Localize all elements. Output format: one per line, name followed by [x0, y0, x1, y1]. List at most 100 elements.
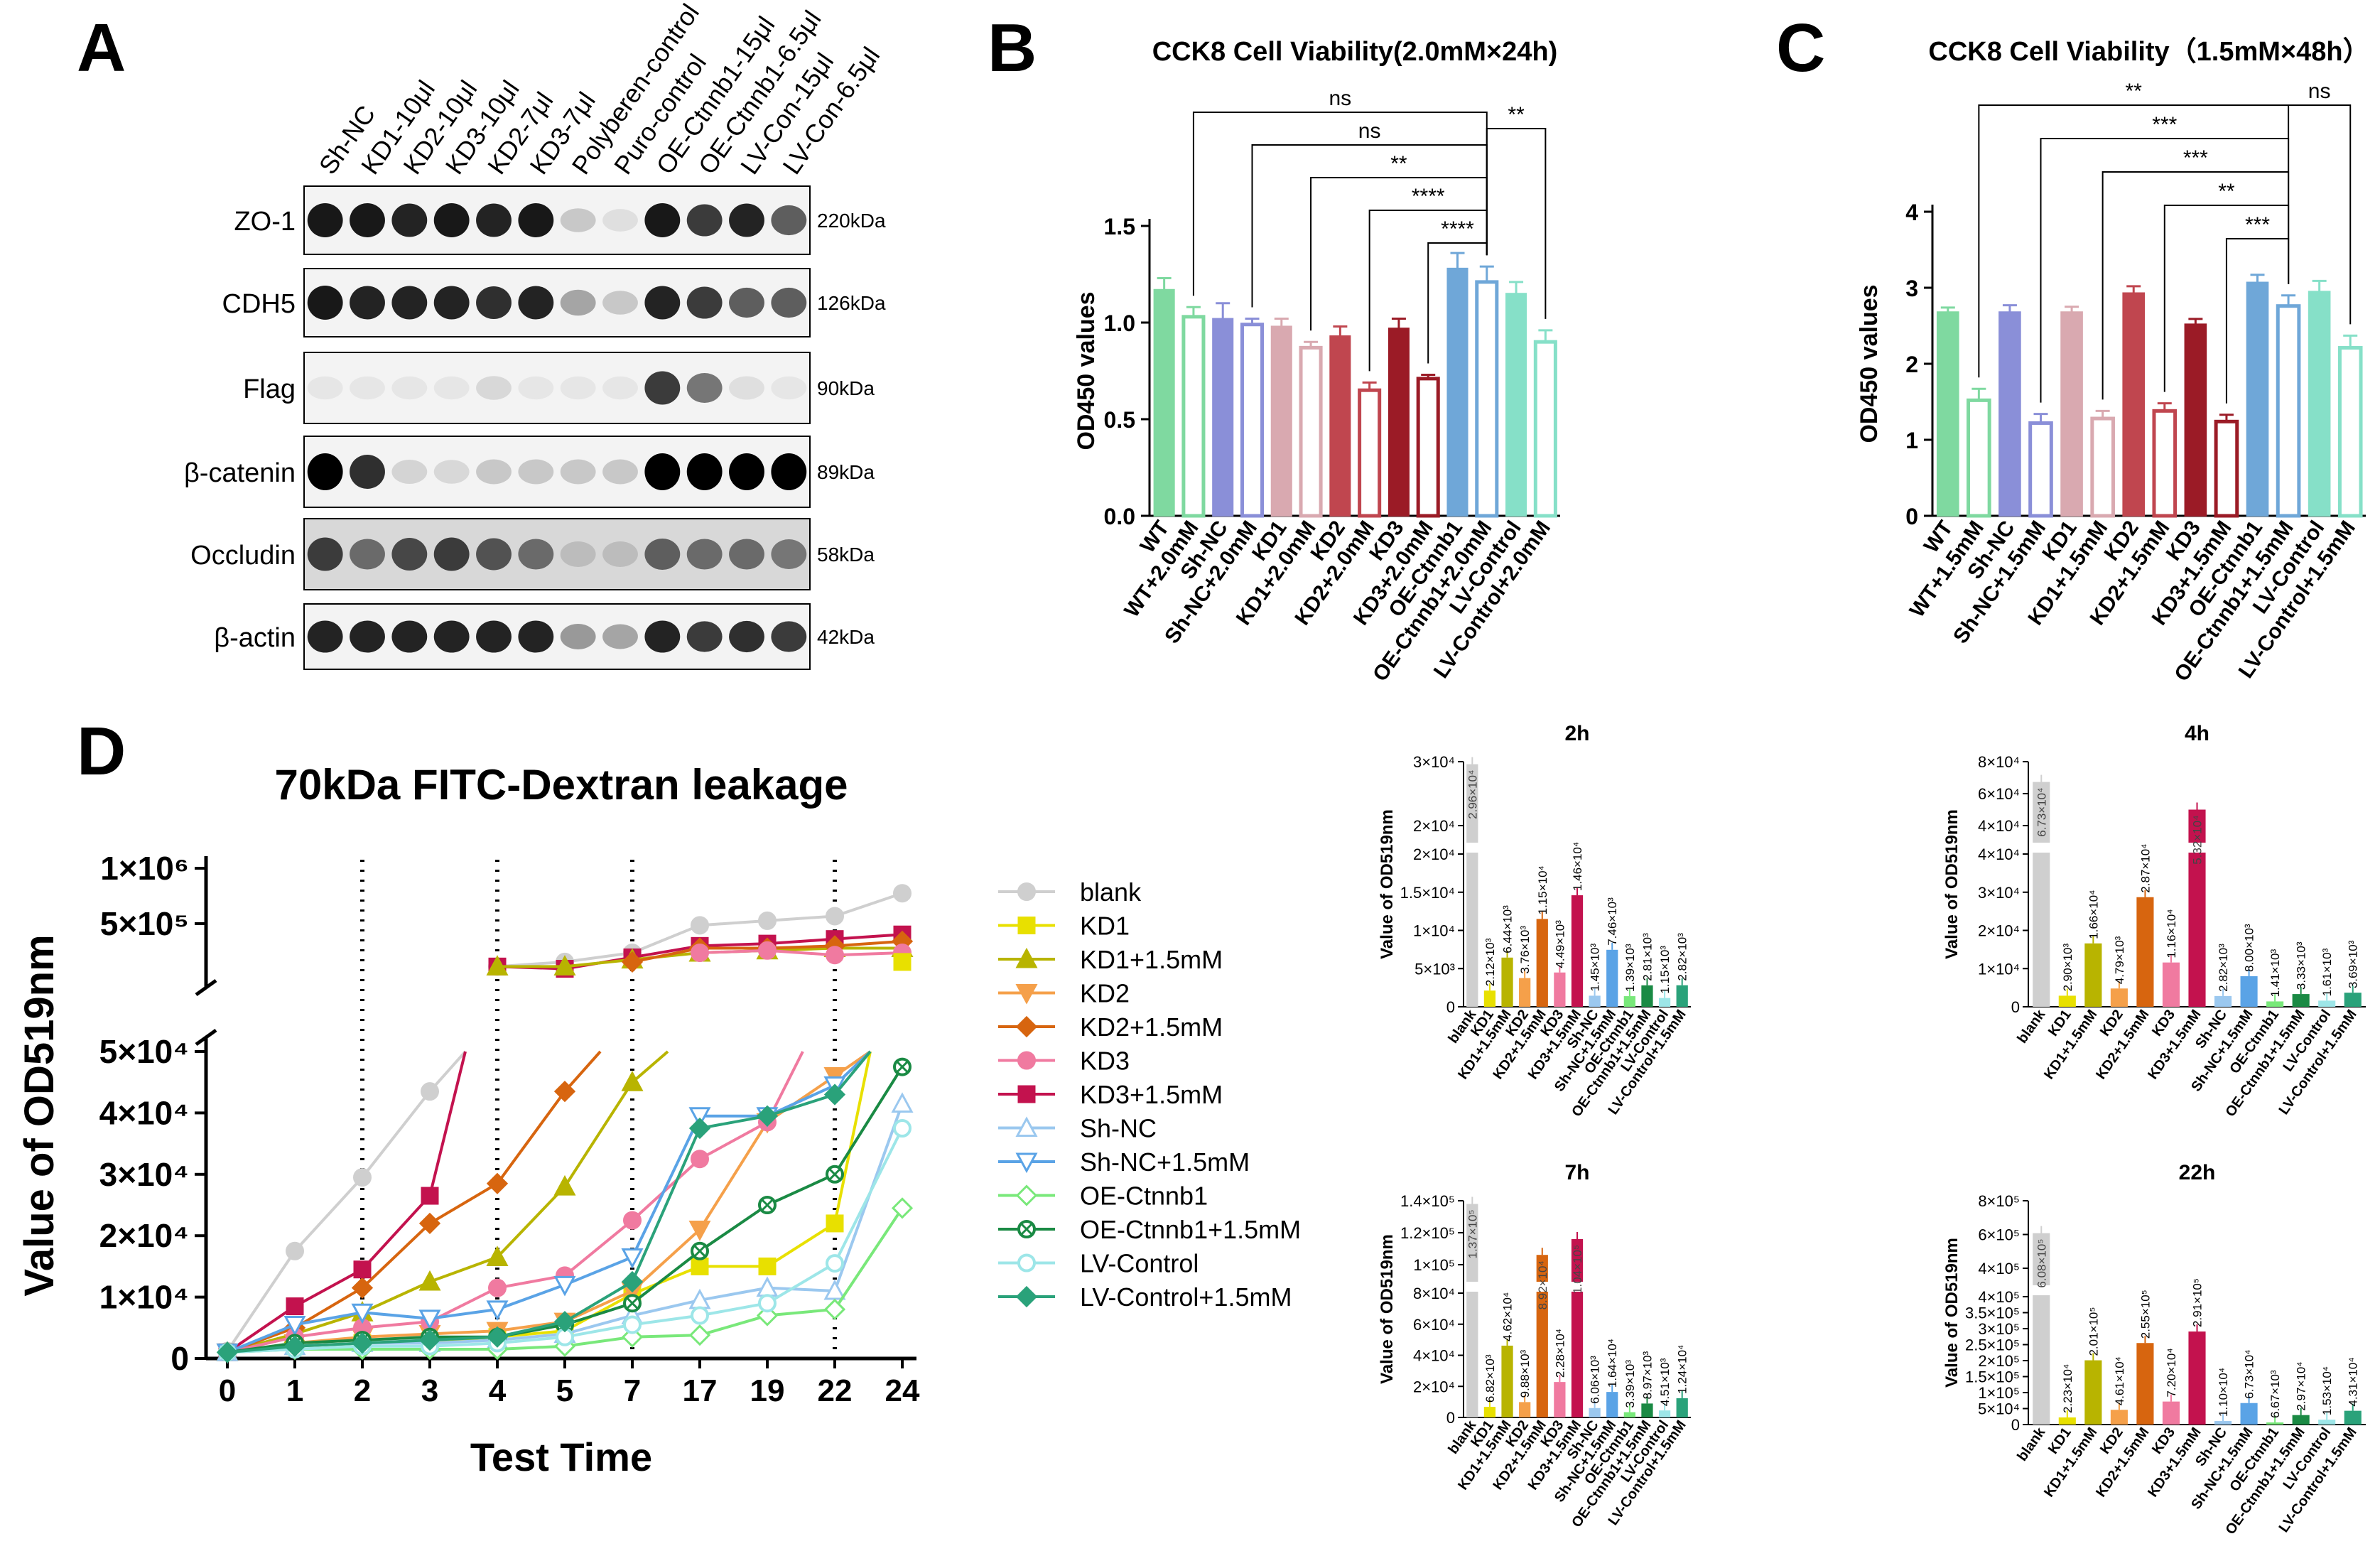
- y-tick-label: 1×10⁴: [1413, 922, 1455, 940]
- legend-label: KD2: [1080, 979, 1130, 1008]
- data-label: 2.01×10⁵: [2087, 1307, 2100, 1356]
- x-tick-label: 7: [624, 1373, 641, 1408]
- data-label: 2.87×10⁴: [2138, 844, 2152, 893]
- blot-band: [686, 453, 723, 490]
- significance-label: ns: [1329, 87, 1352, 110]
- bar: [2246, 281, 2269, 517]
- significance-label: **: [1390, 152, 1407, 175]
- legend-label: Sh-NC: [1080, 1114, 1157, 1143]
- chart-title: 4h: [2185, 722, 2209, 745]
- data-label: 2.23×10⁴: [2061, 1364, 2075, 1413]
- series-marker: [353, 1168, 372, 1187]
- series-marker: [486, 1300, 509, 1322]
- series-marker: [486, 1246, 509, 1266]
- significance-label: **: [1508, 103, 1525, 126]
- series-marker: [553, 1174, 576, 1196]
- series-marker: [823, 1298, 846, 1321]
- y-tick-label: 3: [1905, 276, 1918, 301]
- bar: [1483, 1407, 1496, 1417]
- chart-title: 2h: [1564, 722, 1589, 745]
- blot-band: [350, 376, 385, 400]
- bar: [2162, 1401, 2180, 1425]
- series-marker: [418, 1329, 441, 1351]
- blot-band: [476, 286, 512, 320]
- bar: [2184, 323, 2207, 517]
- data-label: 1.41×10³: [2268, 949, 2282, 997]
- data-label: 6.82×10³: [1483, 1354, 1497, 1403]
- series-marker: [691, 1150, 709, 1169]
- blot-band: [433, 203, 470, 237]
- series-marker: [283, 1315, 306, 1336]
- data-label: 8.97×10³: [1640, 1351, 1654, 1399]
- bar: [1153, 288, 1175, 517]
- blot-band: [644, 203, 681, 237]
- bar: [2058, 1417, 2076, 1425]
- data-label: 2.90×10³: [2061, 943, 2075, 991]
- data-label: 1.04×10⁵: [1571, 1245, 1584, 1294]
- data-label: 8.00×10³: [2243, 924, 2256, 972]
- bar: [2292, 994, 2310, 1007]
- bar: [1466, 1204, 1478, 1417]
- blot-band: [307, 286, 343, 320]
- blot-band: [307, 203, 343, 237]
- y-tick-label: 4×10⁴: [99, 1094, 189, 1131]
- significance-label: ns: [2308, 80, 2331, 103]
- blot-band: [476, 203, 512, 237]
- bar: [1554, 1382, 1566, 1417]
- blot-strip: [303, 518, 811, 590]
- blot-band: [644, 286, 681, 320]
- legend-label: KD3+1.5mM: [1080, 1080, 1223, 1109]
- series-marker: [896, 1061, 909, 1073]
- series-marker: [893, 953, 912, 971]
- y-tick-label: 1: [1905, 428, 1918, 453]
- y-tick-label: 3×10⁴: [99, 1156, 189, 1193]
- y-tick-label: 1×10⁶: [100, 850, 189, 887]
- series-marker: [626, 1297, 639, 1309]
- blot-band: [350, 286, 385, 320]
- series-marker: [553, 1311, 576, 1333]
- significance-bracket: [1486, 128, 1547, 319]
- blot-band: [391, 460, 428, 484]
- series-marker: [418, 1212, 441, 1235]
- blot-band: [518, 459, 554, 485]
- x-tick-label: 5: [556, 1373, 573, 1408]
- series-marker: [893, 884, 912, 903]
- y-tick-label: 5×10⁴: [1978, 1400, 2020, 1418]
- data-label: 2.82×10³: [2217, 944, 2230, 992]
- y-tick-label: 2×10⁵: [1978, 1352, 2020, 1370]
- y-tick-label: 2×10⁴: [1413, 1378, 1455, 1395]
- bar: [1466, 764, 1478, 1007]
- molecular-weight-label: 58kDa: [817, 544, 875, 566]
- blot-band: [350, 539, 385, 570]
- data-label: 6.08×10⁵: [2035, 1239, 2048, 1288]
- y-axis-label: Value of OD519nm: [1942, 1238, 1962, 1388]
- x-tick-label: 24: [885, 1373, 920, 1408]
- data-label: 1.37×10⁵: [1466, 1210, 1479, 1259]
- y-tick-label: 5×10⁴: [99, 1033, 189, 1070]
- series-marker: [756, 1105, 779, 1127]
- series-marker: [826, 946, 844, 965]
- y-tick-label: 1.5×10⁵: [1965, 1368, 2020, 1386]
- series-marker: [353, 1260, 372, 1279]
- y-tick-label: 1.0: [1104, 310, 1135, 336]
- blot-band: [602, 376, 638, 400]
- bar: [2214, 419, 2239, 518]
- bar: [1676, 985, 1688, 1007]
- bar: [1270, 325, 1292, 517]
- blot-band: [433, 376, 470, 400]
- bar: [1998, 311, 2021, 517]
- y-tick-label: 3×10⁵: [1978, 1320, 2020, 1338]
- blot-band: [602, 459, 638, 485]
- blot-band: [350, 620, 385, 653]
- series-marker: [688, 1107, 711, 1128]
- series-marker: [893, 1119, 912, 1138]
- panel-letter-b: B: [988, 10, 1037, 86]
- series-marker: [351, 1277, 374, 1299]
- series-marker: [351, 1332, 374, 1354]
- series-marker: [761, 1199, 774, 1211]
- fitc-dextran-line-chart: 70kDa FITC-Dextran leakage 0 1×10⁴ 2×10⁴ 3×1…: [16, 761, 1301, 1479]
- bar-break: [2031, 843, 2052, 853]
- bar: [2028, 421, 2053, 518]
- blot-strip: [303, 436, 811, 508]
